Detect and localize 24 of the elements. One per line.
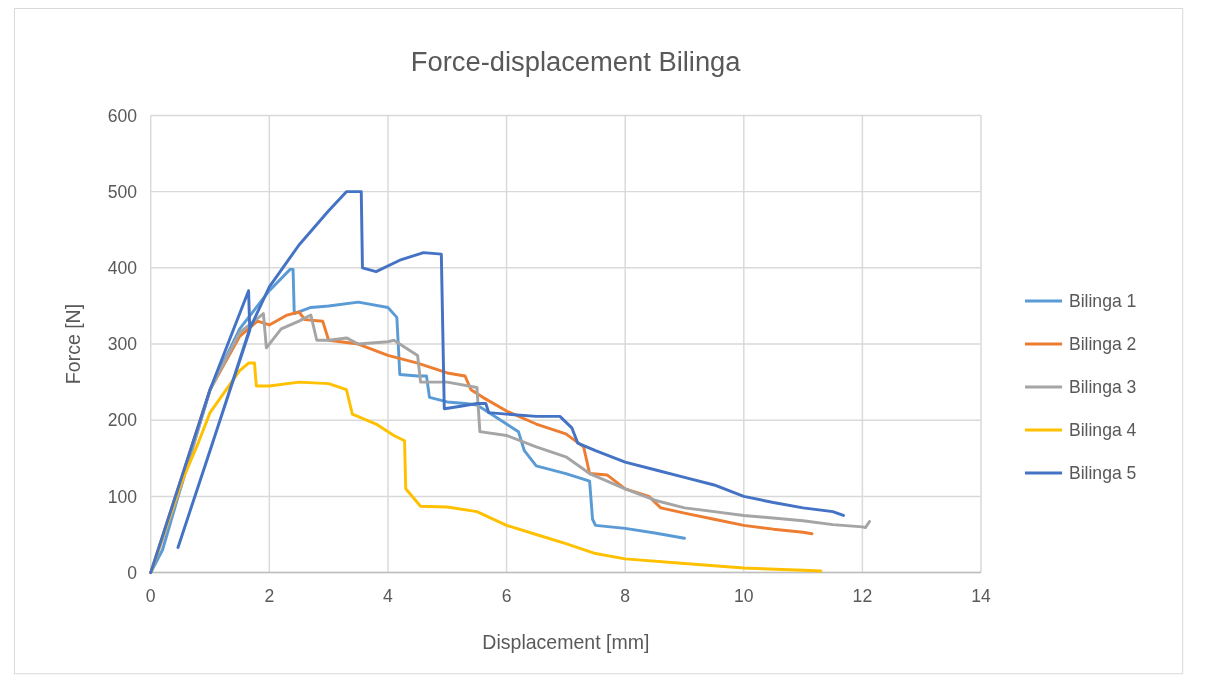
- y-tick-label: 300: [107, 334, 138, 355]
- y-tick-label: 100: [107, 486, 138, 507]
- x-tick-label: 14: [971, 585, 992, 606]
- legend-label: Bilinga 3: [1068, 377, 1137, 398]
- x-tick-label: 4: [383, 585, 394, 606]
- y-tick-label: 0: [127, 562, 138, 583]
- line-series: [149, 190, 845, 575]
- chart-title: Force-displacement Bilinga: [410, 46, 742, 78]
- y-tick-label: 500: [107, 181, 138, 202]
- legend-label: Bilinga 4: [1068, 420, 1137, 441]
- y-tick-label: 600: [107, 105, 138, 126]
- y-tick-label: 400: [107, 257, 138, 278]
- legend-label: Bilinga 5: [1068, 463, 1137, 484]
- x-tick-label: 6: [501, 585, 512, 606]
- legend-label: Bilinga 1: [1068, 291, 1137, 312]
- y-axis-title: Force [N]: [62, 303, 85, 385]
- y-tick-label: 200: [107, 410, 138, 431]
- x-tick-label: 2: [264, 585, 275, 606]
- x-axis-title: Displacement [mm]: [482, 630, 650, 653]
- x-tick-label: 10: [734, 585, 754, 606]
- legend-label: Bilinga 2: [1068, 334, 1137, 355]
- x-tick-label: 0: [145, 585, 156, 606]
- x-tick-label: 8: [620, 585, 631, 606]
- x-tick-label: 12: [852, 585, 873, 606]
